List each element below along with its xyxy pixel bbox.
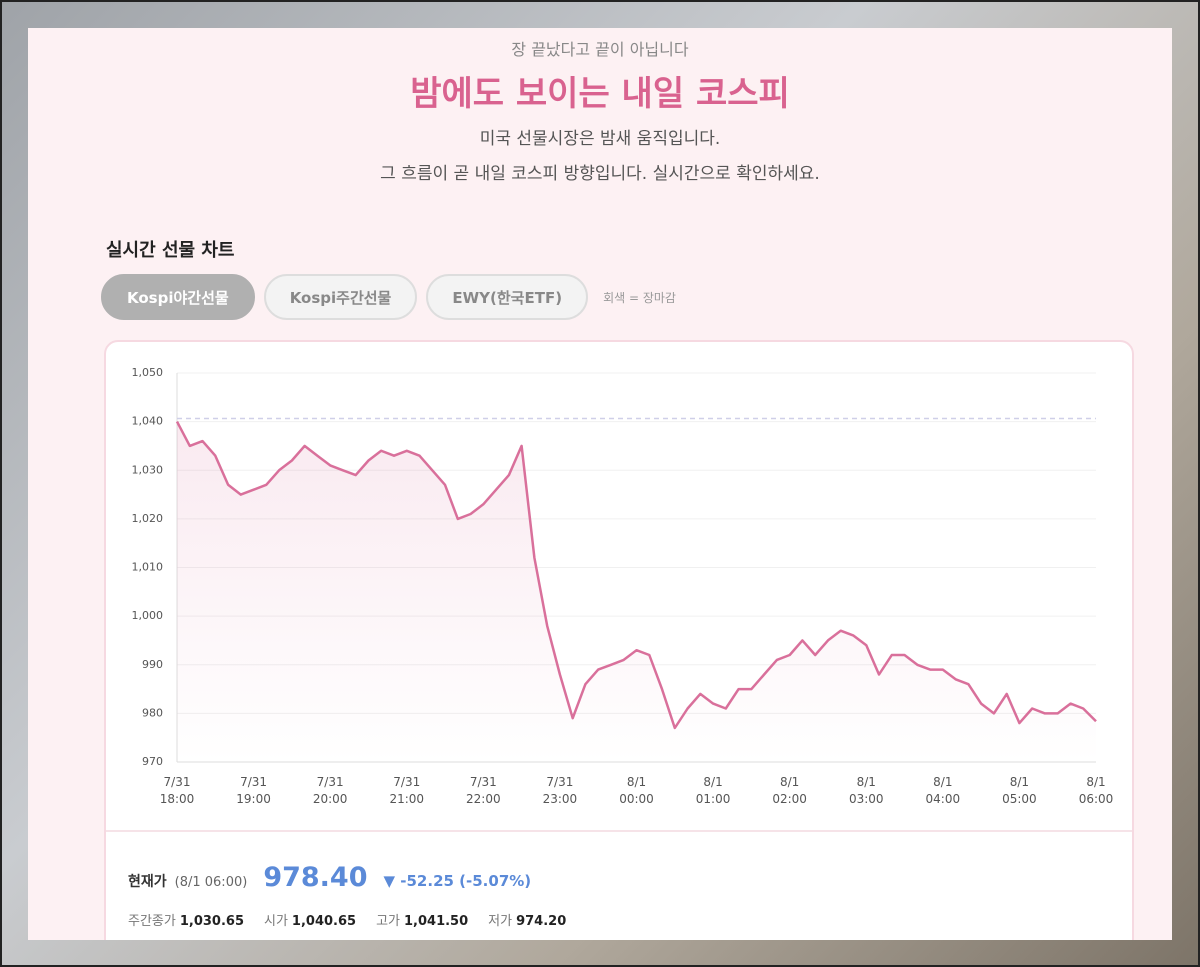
description: 미국 선물시장은 밤새 움직입니다. (479, 129, 721, 149)
stat: 저가 974.20 (488, 910, 566, 929)
stat-value: 1,041.50 (404, 914, 469, 929)
stat-label: 시가 (264, 914, 288, 929)
area (177, 421, 1096, 762)
x-tick-label: 8/1 05:00 (1002, 775, 1037, 806)
y-tick-label: 980 (142, 706, 163, 719)
title: 밤에도 보이는 내일 코스피 (410, 74, 790, 114)
stat-value: 974.20 (516, 914, 567, 929)
x-tick-label: 8/1 03:00 (848, 775, 884, 806)
y-tick-label: 990 (142, 658, 163, 671)
separator (106, 830, 1132, 832)
stats: 주간종가 1,030.65 시가 1,040.65 고가 1,041.50 저가 974.20 (128, 910, 566, 929)
y-tick-label: 1,050 (132, 366, 164, 379)
y-tick-label: 1,030 (132, 463, 164, 476)
stat-value: 1,040.65 (291, 914, 357, 929)
description: 그 흐름이 곧 내일 코스피 방향입니다. 실시간으로 확인하세요. (380, 164, 820, 184)
tabs: Kospi야간선물 Kospi주간선물 EWY(한국ETF) 회색 = 장마감 (101, 274, 676, 320)
tab[interactable]: Kospi야간선물 (101, 274, 255, 320)
y-tick-label: 1,000 (132, 609, 164, 622)
x-tick-label: 7/31 20:00 (312, 775, 348, 806)
x-tick-label: 7/31 19:00 (236, 775, 271, 806)
tab-note: 회색 = 장마감 (603, 290, 676, 305)
x-tick-label: 8/1 01:00 (695, 775, 731, 806)
stat-label: 고가 (376, 914, 400, 929)
tab[interactable]: EWY(한국ETF) (426, 274, 589, 320)
kicker: 장 끝났다고 끝이 아닙니다 (511, 40, 689, 59)
y-tick-label: 1,010 (132, 561, 164, 574)
quote-price: 978.40 (263, 862, 368, 893)
x-tick-label: 8/1 02:00 (772, 775, 807, 806)
panel: 장 끝났다고 끝이 아닙니다 밤에도 보이는 내일 코스피 미국 선물시장은 밤… (28, 28, 1172, 940)
quote: 현재가 (8/1 06:00) 978.40 ▼ -52.25 (-5.07%) (128, 862, 531, 893)
x-tick-label: 8/1 06:00 (1078, 775, 1114, 806)
chart: 970 980 990 1,000 1,010 1,020 1,030 1,040 1,050 (132, 366, 1097, 768)
stat-value: 1,030.65 (179, 914, 244, 929)
stat-label: 저가 (488, 914, 513, 929)
x-tick-label: 8/1 04:00 (925, 775, 961, 806)
y-tick-label: 1,040 (132, 415, 164, 428)
x-tick-label: 8/1 00:00 (619, 775, 654, 806)
quote-change: ▼ -52.25 (-5.07%) (383, 872, 532, 890)
stat: 고가 1,041.50 (376, 910, 468, 929)
chart-card: 970 980 990 1,000 1,010 1,020 1,030 1,040 1,050 … (104, 340, 1134, 940)
x-tick-label: 7/31 23:00 (542, 775, 578, 806)
stat-label: 주간종가 (128, 914, 176, 929)
stat: 주간종가 1,030.65 (128, 910, 244, 929)
x-tick-label: 7/31 21:00 (389, 775, 425, 806)
quote-time: (8/1 06:00) (174, 875, 248, 890)
line (175, 421, 1097, 730)
x-tick-label: 7/31 18:00 (159, 775, 195, 806)
tab[interactable]: Kospi주간선물 (263, 274, 418, 320)
stat: 시가 1,040.65 (264, 910, 356, 929)
x-tick-label: 7/31 22:00 (466, 775, 501, 806)
section-title: 실시간 선물 차트 (106, 240, 235, 261)
y-tick-label: 970 (142, 755, 163, 768)
y-tick-label: 1,020 (132, 512, 164, 525)
quote-label: 현재가 (128, 874, 167, 890)
